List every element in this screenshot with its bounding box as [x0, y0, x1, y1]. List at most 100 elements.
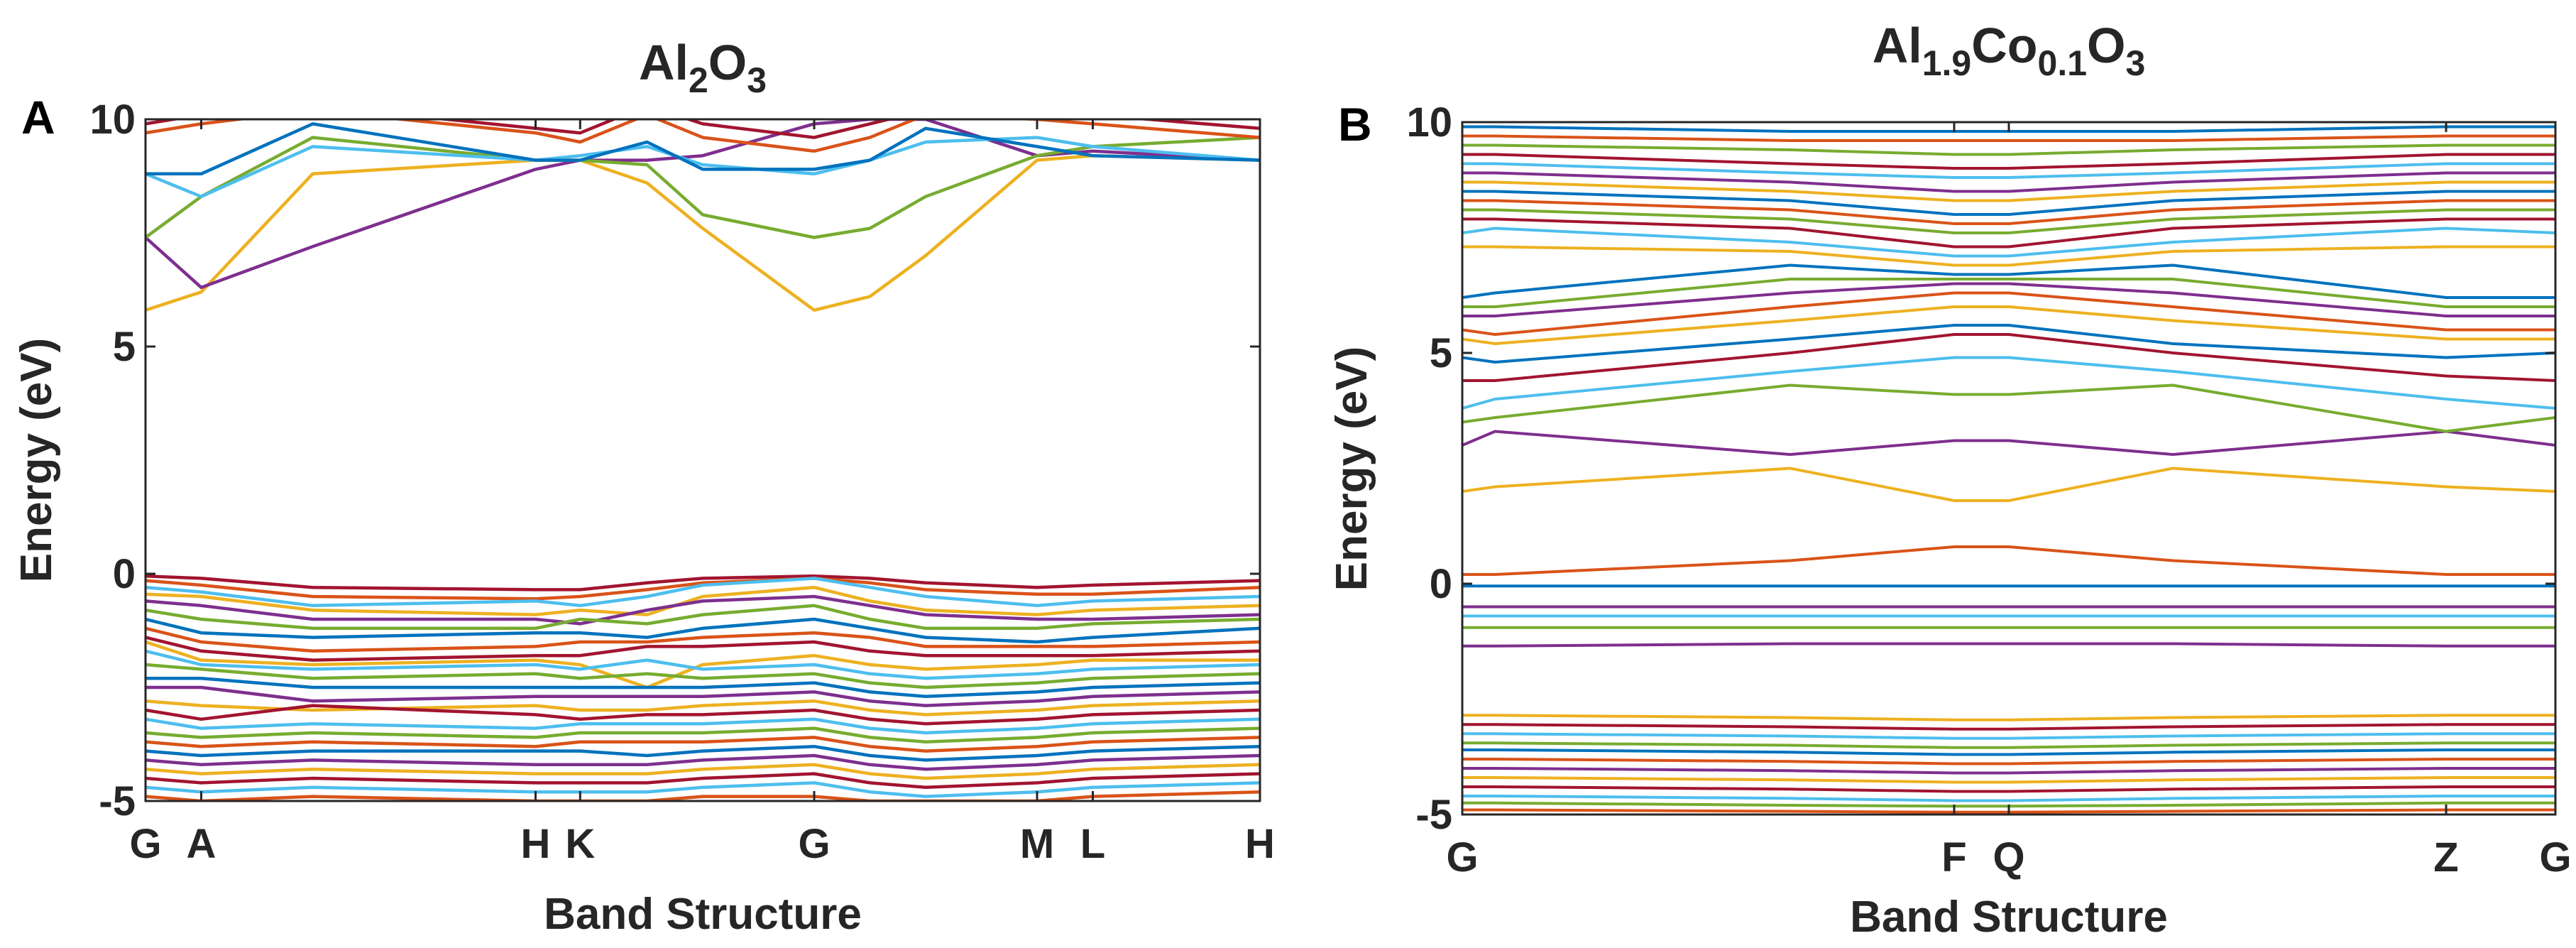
panel-a-title: Al2O3 — [639, 35, 767, 100]
panel-b-band-d29 — [1462, 134, 2555, 142]
panel-a-band-v6 — [146, 604, 1260, 631]
panel-b-band-d30 — [1462, 125, 2555, 133]
panel-b-band-d10 — [1462, 356, 2555, 410]
panel-b-band-d11 — [1462, 333, 2555, 382]
panel-b-ytick-label: 0 — [1430, 561, 1452, 607]
panel-a-band-v10 — [146, 640, 1260, 690]
panel-a-band-v1 — [146, 574, 1260, 592]
panel-a-ytick-label: -5 — [99, 778, 136, 824]
panel-b-x-axis-label: Band Structure — [1850, 893, 2168, 942]
panel-a-band-v19 — [146, 736, 1260, 753]
panel-b-band-d32 — [1462, 723, 2555, 731]
panel-b: B Al1.9Co0.1O3 -5 0 5 10 G F Q Z G Energy (eV) B… — [1327, 18, 2572, 942]
panel-a-band-v9 — [146, 636, 1260, 662]
panel-b-band-d14 — [1462, 291, 2555, 336]
panel-b-band-d23 — [1462, 190, 2555, 216]
panel-a-xtick-label: K — [565, 821, 595, 867]
panel-a-band-c4 — [146, 136, 1260, 199]
panel-b-band-d6 — [1462, 545, 2555, 576]
panel-a-band-v23 — [146, 772, 1260, 790]
panel-a-band-c5 — [146, 122, 1260, 176]
panel-b-xtick-label: F — [1941, 834, 1966, 881]
panel-b-band-d24 — [1462, 180, 2555, 202]
panel-b-band-d38 — [1462, 776, 2555, 784]
panel-b-band-d12 — [1462, 324, 2555, 364]
panel-a-axes-box — [144, 118, 1261, 802]
panel-b-band-d36 — [1462, 758, 2555, 766]
panel-b-band-d19 — [1462, 227, 2555, 258]
panel-a-xtick-label: G — [798, 821, 830, 867]
panel-b-ticks: -5 0 5 10 G F Q Z G — [1406, 99, 2571, 881]
panel-b-band-d17 — [1462, 263, 2555, 299]
panel-a-ytick-label: 0 — [113, 551, 136, 597]
panel-b-band-d34 — [1462, 741, 2555, 749]
panel-b-band-d37 — [1462, 767, 2555, 775]
panel-a-xtick-label: G — [129, 821, 161, 867]
panel-a-band-c7 — [146, 119, 1260, 139]
panel-b-ytick-label: 10 — [1406, 99, 1452, 146]
panel-a-band-v18 — [146, 726, 1260, 744]
panel-a-band-v3 — [146, 577, 1260, 608]
panel-a-band-c3 — [146, 136, 1260, 239]
panel-b-band-d8 — [1462, 430, 2555, 456]
panel-b-band-lines — [1462, 125, 2555, 814]
panel-a-band-v15 — [146, 699, 1260, 717]
panel-b-band-d7 — [1462, 467, 2555, 502]
panel-a-xtick-label: L — [1080, 821, 1105, 867]
panel-a-x-axis-label: Band Structure — [544, 890, 862, 939]
panel-b-title: Al1.9Co0.1O3 — [1873, 18, 2146, 83]
panel-b-band-d41 — [1462, 801, 2555, 808]
panel-b-label: B — [1338, 98, 1372, 151]
panel-b-band-d9 — [1462, 383, 2555, 433]
panel-b-band-d21 — [1462, 208, 2555, 234]
panel-b-xtick-label: Z — [2433, 834, 2458, 881]
panel-a-xtick-label: H — [521, 821, 551, 867]
panel-b-band-d16 — [1462, 278, 2555, 308]
panel-b-band-d18 — [1462, 245, 2555, 267]
panel-b-band-d42 — [1462, 808, 2555, 814]
panel-a-band-v12 — [146, 663, 1260, 690]
panel-a-band-v20 — [146, 744, 1260, 762]
panel-a-band-v4 — [146, 585, 1260, 616]
panel-b-band-d25 — [1462, 171, 2555, 193]
panel-b-band-d15 — [1462, 282, 2555, 317]
panel-b-xtick-label: G — [1446, 834, 1478, 881]
panel-a-y-axis-label: Energy (eV) — [12, 338, 61, 583]
panel-a-band-v8 — [146, 626, 1260, 653]
panel-a-band-v14 — [146, 685, 1260, 707]
panel-b-xtick-label: Q — [1993, 834, 2024, 881]
panel-a-band-v16 — [146, 704, 1260, 726]
panel-a-band-c2 — [146, 119, 1260, 290]
panel-a-xtick-label: M — [1020, 821, 1054, 867]
panel-a-band-v13 — [146, 676, 1260, 699]
panel-a-xtick-label: A — [187, 821, 217, 867]
panel-b-xtick-label: G — [2539, 834, 2571, 881]
panel-a-ytick-label: 5 — [113, 324, 136, 370]
panel-a-band-v5 — [146, 594, 1260, 626]
panel-a-xtick-label: H — [1245, 821, 1275, 867]
panel-b-band-d20 — [1462, 217, 2555, 249]
panel-a-band-v17 — [146, 717, 1260, 735]
panel-a-band-v25 — [146, 790, 1260, 801]
panel-b-band-d22 — [1462, 199, 2555, 225]
panel-b-band-d33 — [1462, 732, 2555, 740]
panel-a-label: A — [21, 91, 55, 143]
panel-b-band-d1 — [1462, 642, 2555, 648]
panel-b-band-d27 — [1462, 153, 2555, 170]
panel-b-band-d40 — [1462, 795, 2555, 802]
panel-a-band-v11 — [146, 649, 1260, 680]
panel-a-band-lines — [146, 119, 1260, 801]
panel-b-band-d35 — [1462, 748, 2555, 756]
panel-b-band-d26 — [1462, 162, 2555, 179]
panel-b-band-d39 — [1462, 785, 2555, 793]
panel-a-band-v2 — [146, 577, 1260, 601]
panel-b-axes-box — [1461, 121, 2557, 816]
panel-a-band-v7 — [146, 617, 1260, 644]
panel-a-band-c1 — [146, 153, 1260, 312]
panel-b-ytick-label: 5 — [1430, 330, 1452, 376]
panel-a-band-c6 — [146, 119, 1260, 153]
panel-a-band-v22 — [146, 763, 1260, 780]
